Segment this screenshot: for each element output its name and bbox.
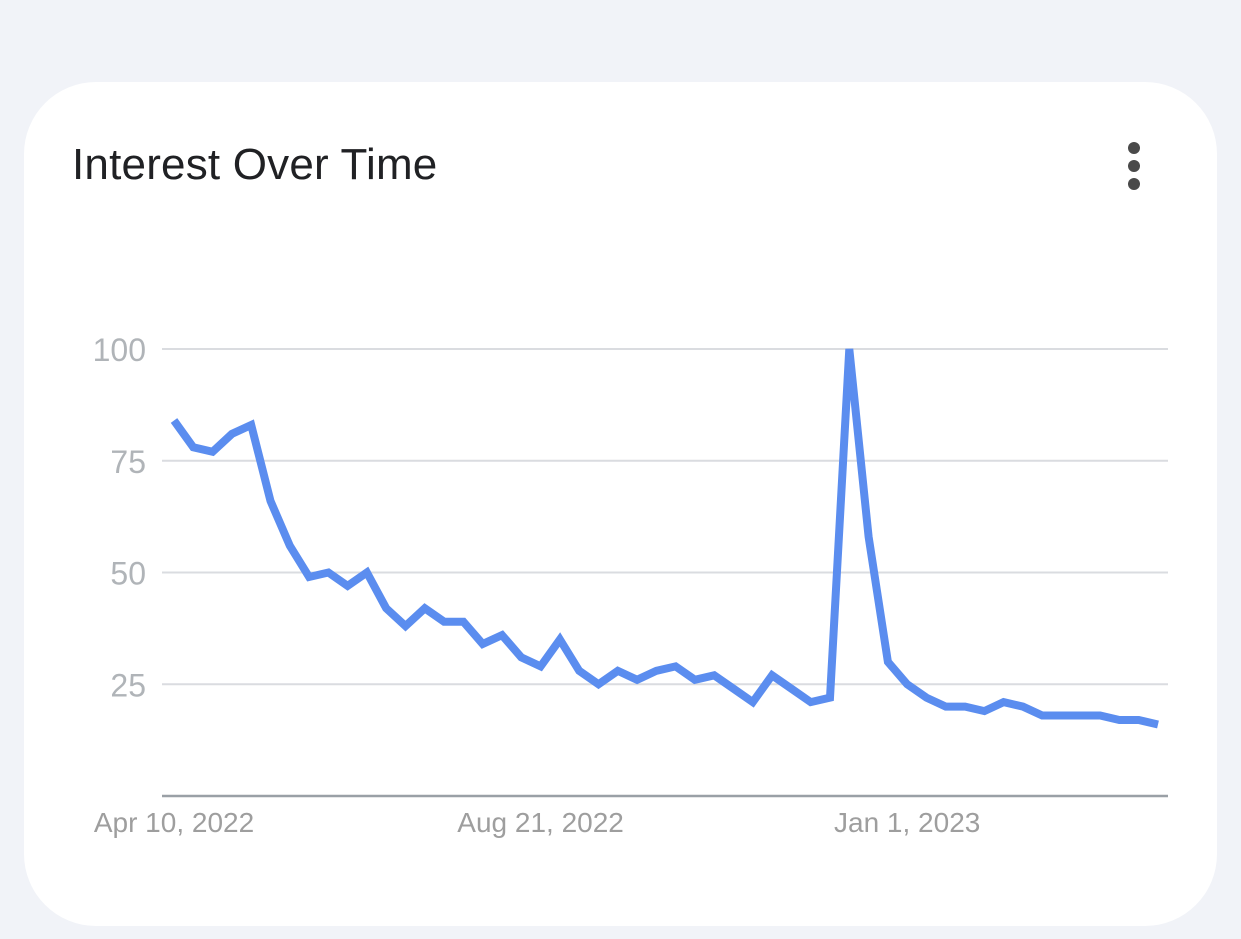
data-point xyxy=(210,449,216,455)
data-point xyxy=(846,346,852,352)
menu-dot xyxy=(1128,160,1140,172)
data-point xyxy=(634,677,640,683)
data-point xyxy=(171,418,177,424)
data-point xyxy=(788,686,794,692)
data-point xyxy=(576,668,582,674)
data-point xyxy=(827,695,833,701)
data-point xyxy=(422,605,428,611)
data-point xyxy=(1097,713,1103,719)
data-point xyxy=(1020,704,1026,710)
data-point xyxy=(981,708,987,714)
data-point xyxy=(731,686,737,692)
data-point xyxy=(403,623,409,629)
data-point xyxy=(364,570,370,576)
menu-dot xyxy=(1128,142,1140,154)
data-point xyxy=(1039,713,1045,719)
data-point xyxy=(480,641,486,647)
data-point xyxy=(287,543,293,549)
x-tick-label: Apr 10, 2022 xyxy=(94,807,254,838)
card-title: Interest Over Time xyxy=(72,140,438,189)
data-point xyxy=(325,570,331,576)
data-point xyxy=(923,695,929,701)
data-point xyxy=(538,663,544,669)
data-point xyxy=(1136,717,1142,723)
data-point xyxy=(808,699,814,705)
data-point xyxy=(499,632,505,638)
data-point xyxy=(711,672,717,678)
data-point xyxy=(345,583,351,589)
x-tick-label: Aug 21, 2022 xyxy=(457,807,624,838)
y-tick-label: 100 xyxy=(93,332,146,368)
data-point xyxy=(460,619,466,625)
data-point xyxy=(383,605,389,611)
menu-dot xyxy=(1128,178,1140,190)
data-point xyxy=(267,498,273,504)
data-point xyxy=(1155,721,1161,727)
data-point xyxy=(943,704,949,710)
x-tick-labels: Apr 10, 2022 Aug 21, 2022 Jan 1, 2023 xyxy=(94,807,981,838)
data-point xyxy=(653,668,659,674)
data-point xyxy=(1001,699,1007,705)
data-point xyxy=(306,574,312,580)
data-point xyxy=(229,431,235,437)
data-point xyxy=(248,422,254,428)
y-tick-label: 75 xyxy=(110,444,146,480)
data-point xyxy=(904,681,910,687)
more-vert-icon[interactable] xyxy=(1114,138,1154,194)
y-tick-label: 25 xyxy=(110,667,146,703)
grid-lines xyxy=(162,348,1168,686)
data-point xyxy=(1078,713,1084,719)
y-tick-label: 50 xyxy=(110,556,146,592)
y-tick-labels: 100 75 50 25 xyxy=(93,332,146,703)
data-point xyxy=(615,668,621,674)
data-point xyxy=(750,699,756,705)
data-point xyxy=(885,659,891,665)
data-point xyxy=(673,663,679,669)
data-point xyxy=(692,677,698,683)
series-line xyxy=(170,348,1159,729)
data-point xyxy=(962,704,968,710)
data-point xyxy=(1116,717,1122,723)
data-point xyxy=(557,637,563,643)
x-tick-label: Jan 1, 2023 xyxy=(834,807,980,838)
interest-over-time-card: Interest Over Time xyxy=(24,82,1217,926)
data-point xyxy=(866,534,872,540)
data-point xyxy=(441,619,447,625)
data-point xyxy=(1059,713,1065,719)
data-point xyxy=(595,681,601,687)
data-point xyxy=(190,444,196,450)
data-point xyxy=(518,654,524,660)
data-point xyxy=(769,672,775,678)
